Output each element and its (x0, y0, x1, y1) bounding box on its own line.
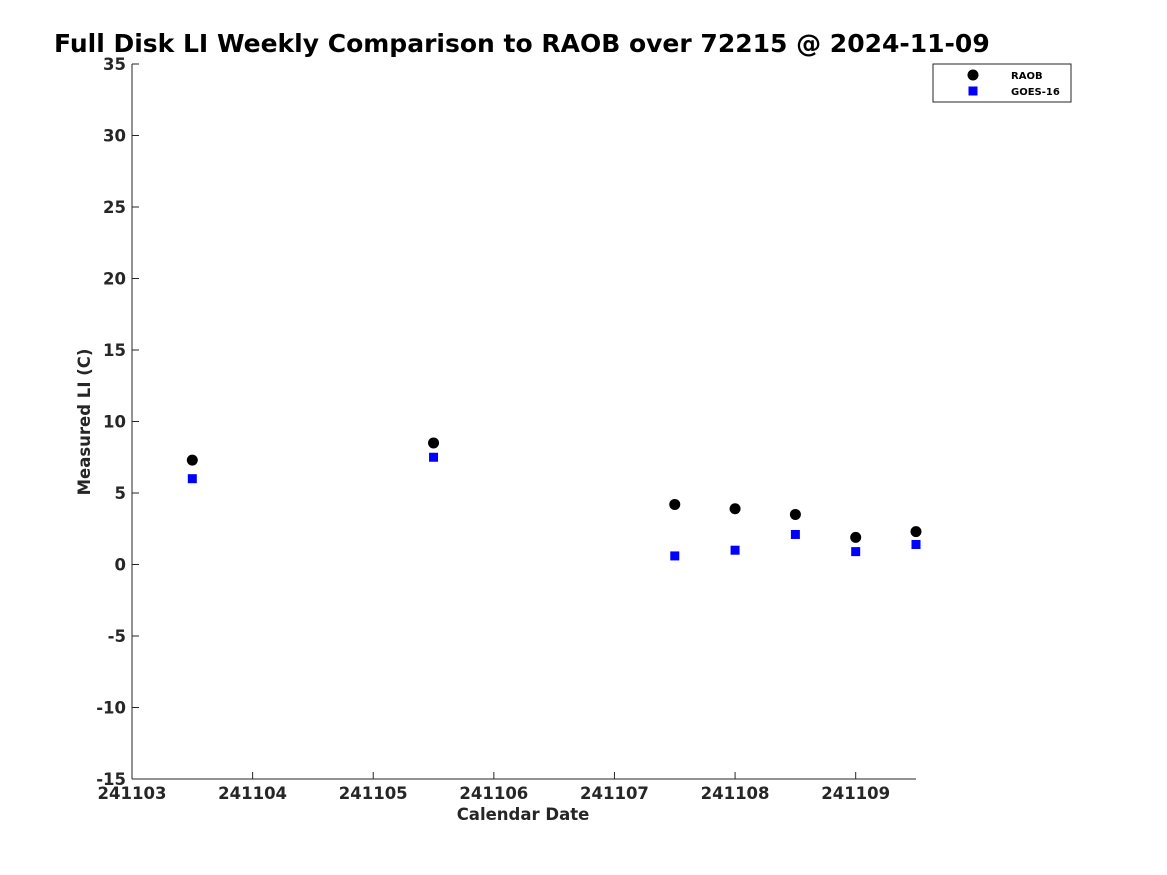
point-raob (789, 508, 801, 520)
y-axis-ticks: -15 -10 -5 0 5 10 15 20 25 30 35 (96, 55, 139, 789)
y-tick-label: 10 (103, 413, 126, 432)
point-raob (910, 526, 922, 538)
point-raob (186, 454, 198, 466)
point-goes16 (911, 539, 921, 549)
point-goes16 (730, 545, 740, 555)
y-tick-label: 20 (103, 270, 126, 289)
axes (131, 64, 916, 780)
y-tick-label: 15 (103, 341, 126, 360)
y-tick-label: -5 (108, 627, 126, 646)
x-tick-label: 241107 (580, 784, 649, 803)
point-raob (850, 531, 862, 543)
y-tick-label: -10 (96, 699, 126, 718)
x-tick-label: 241109 (821, 784, 890, 803)
x-tick-label: 241104 (218, 784, 287, 803)
point-goes16 (187, 474, 197, 484)
legend-marker-goes16 (968, 86, 978, 96)
legend: RAOB GOES-16 (932, 63, 1072, 103)
data-points (186, 437, 922, 561)
point-goes16 (429, 452, 439, 462)
x-tick-label: 241108 (701, 784, 770, 803)
x-axis-ticks: 241103 241104 241105 241106 241107 241108 2411… (98, 772, 890, 803)
y-tick-label: 5 (115, 484, 126, 503)
x-tick-label: 241103 (98, 784, 167, 803)
y-axis-label: Measured LI (C) (75, 349, 94, 496)
y-tick-label: 30 (103, 127, 126, 146)
point-raob (729, 503, 741, 515)
y-tick-label: 25 (103, 198, 126, 217)
point-raob (669, 498, 681, 510)
point-goes16 (670, 551, 680, 561)
legend-label-goes16: GOES-16 (1011, 87, 1060, 98)
y-tick-label: 35 (103, 55, 126, 74)
point-raob (428, 437, 440, 449)
x-axis-label: Calendar Date (457, 805, 590, 824)
x-tick-label: 241105 (339, 784, 408, 803)
legend-marker-raob (967, 69, 979, 81)
point-goes16 (790, 529, 800, 539)
point-goes16 (851, 547, 861, 557)
legend-label-raob: RAOB (1011, 71, 1043, 82)
legend-box (932, 63, 1072, 103)
chart-title: Full Disk LI Weekly Comparison to RAOB o… (54, 29, 990, 58)
y-tick-label: -15 (96, 770, 126, 789)
x-tick-label: 241106 (459, 784, 528, 803)
y-tick-label: 0 (115, 556, 126, 575)
